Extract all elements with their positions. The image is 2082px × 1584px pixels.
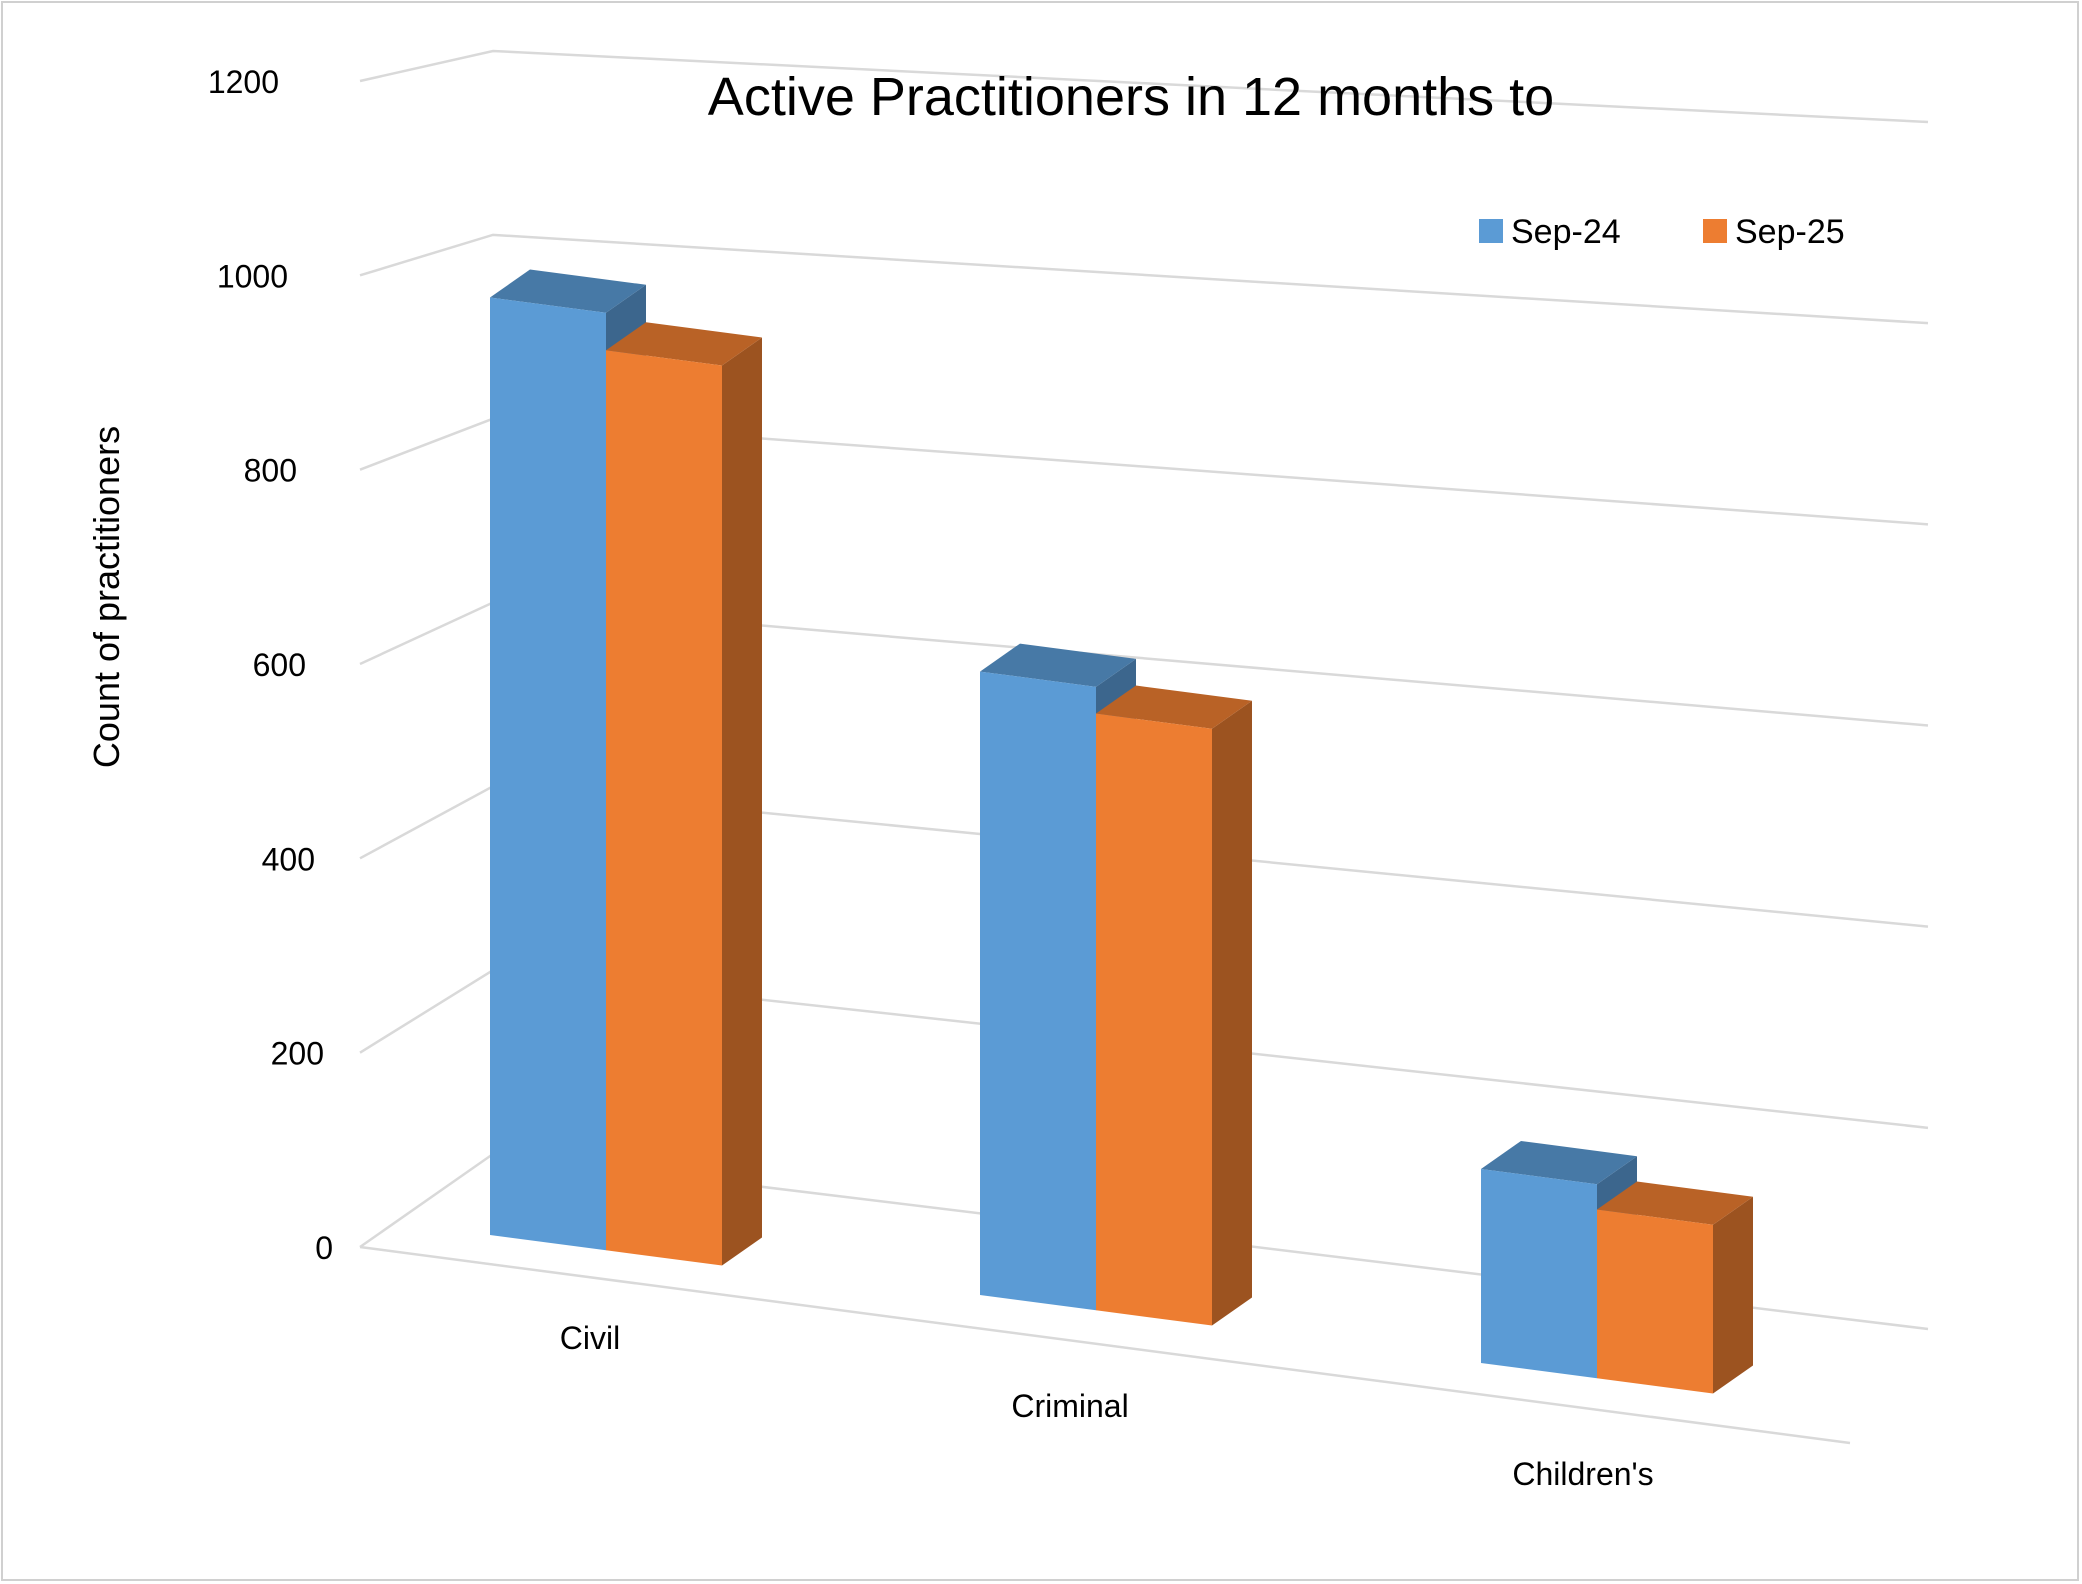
x-axis-categories: Civil Criminal Children's [560,1320,1654,1492]
y-tick-label: 0 [315,1230,333,1266]
x-category-label: Children's [1512,1456,1653,1492]
gridline-1000 [359,233,1929,325]
bar-top-face [980,643,1136,687]
y-axis-ticks: 0 200 400 600 800 1000 1200 [208,64,333,1266]
gridline-1200 [359,49,1929,124]
y-tick-label: 600 [253,647,306,683]
bar-front-face [490,297,606,1251]
chart-title: Active Practitioners in 12 months to [708,67,1554,127]
bar-top-face [606,322,762,366]
y-tick-label: 1000 [217,258,288,294]
bar-sep-25-civil [606,322,762,1266]
y-tick-label: 1200 [208,64,279,100]
y-tick-label: 800 [244,453,297,489]
y-axis-label: Count of practitioners [86,426,127,768]
legend: Sep-24 Sep-25 [1479,213,1845,251]
legend-label-sep-24: Sep-24 [1511,213,1621,251]
y-tick-label: 200 [271,1036,324,1072]
bar-sep-25-childrens [1597,1181,1753,1394]
x-category-label: Criminal [1011,1388,1128,1424]
bar-front-face [1096,713,1212,1326]
bar-side-face [1713,1196,1753,1394]
bar-side-face [722,337,762,1266]
bar-front-face [606,350,722,1266]
bar-front-face [1481,1168,1597,1379]
floor-front-edge [359,1245,1851,1445]
y-tick-label: 400 [262,841,315,877]
bar-top-face [1481,1140,1637,1185]
bar-top-face [490,269,646,313]
chart-svg: 0 200 400 600 800 1000 1200 Civil Criminal Child… [86,49,1929,1492]
legend-swatch-sep-24 [1479,219,1503,243]
bar-front-face [980,671,1096,1311]
legend-label-sep-25: Sep-25 [1735,213,1845,251]
bar-side-face [1212,700,1252,1326]
bar-sep-25-criminal [1096,685,1252,1326]
bar-top-face [1096,685,1252,729]
bar-front-face [1597,1209,1713,1394]
legend-swatch-sep-25 [1703,219,1727,243]
x-category-label: Civil [560,1320,620,1356]
bar-top-face [1597,1181,1753,1225]
bars [490,269,1753,1394]
